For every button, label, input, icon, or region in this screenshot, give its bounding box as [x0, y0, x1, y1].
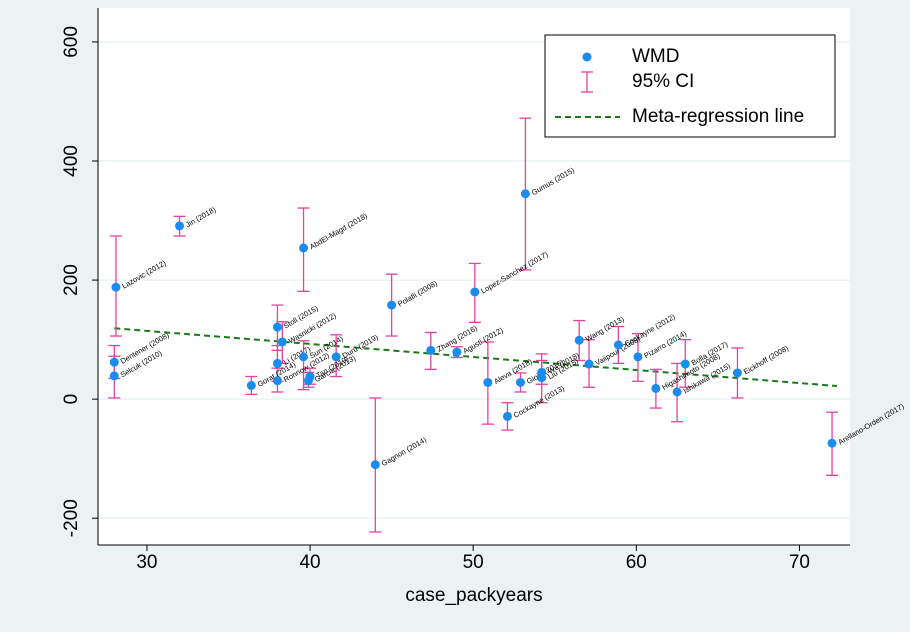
- point: [387, 300, 397, 310]
- point: [370, 460, 380, 470]
- point: [299, 243, 309, 253]
- point: [651, 383, 661, 393]
- point: [109, 371, 119, 381]
- y-tick-label: 400: [61, 145, 82, 177]
- point: [299, 352, 309, 362]
- point: [272, 376, 282, 386]
- point: [672, 387, 682, 397]
- point: [426, 345, 436, 355]
- x-tick-label: 70: [789, 552, 810, 573]
- regression-line: [114, 327, 838, 388]
- y-tick-label: -200: [61, 499, 82, 537]
- error-bar: [297, 340, 310, 391]
- point: [331, 352, 341, 362]
- x-axis-label: case_packyears: [405, 585, 542, 606]
- point: [574, 335, 584, 345]
- point: [272, 358, 282, 368]
- y-tick-label: 200: [61, 264, 82, 296]
- point: [175, 221, 185, 231]
- legend-label: Meta-regression line: [632, 106, 804, 127]
- legend-label: WMD: [632, 46, 679, 67]
- x-tick-label: 60: [626, 552, 647, 573]
- point: [633, 352, 643, 362]
- point: [483, 377, 493, 387]
- x-tick-label: 40: [299, 552, 320, 573]
- point: [277, 337, 287, 347]
- point: [305, 372, 315, 382]
- point: [827, 438, 837, 448]
- point: [613, 340, 623, 350]
- y-tick-label: 600: [61, 26, 82, 58]
- legend-label: 95% CI: [632, 71, 694, 92]
- point: [111, 282, 121, 292]
- point: [452, 347, 462, 357]
- point: [520, 189, 530, 199]
- point: [109, 357, 119, 367]
- point: [470, 287, 480, 297]
- point: [246, 380, 256, 390]
- y-tick-label: 0: [61, 394, 82, 405]
- point: [537, 367, 547, 377]
- legend-box: [544, 34, 836, 138]
- point: [584, 359, 594, 369]
- point: [515, 377, 525, 387]
- legend-marker: [581, 71, 593, 93]
- point: [272, 322, 282, 332]
- point: [680, 359, 690, 369]
- legend-marker: [582, 52, 592, 62]
- x-tick-label: 50: [463, 552, 484, 573]
- point: [732, 368, 742, 378]
- point: [502, 411, 512, 421]
- x-tick-label: 30: [136, 552, 157, 573]
